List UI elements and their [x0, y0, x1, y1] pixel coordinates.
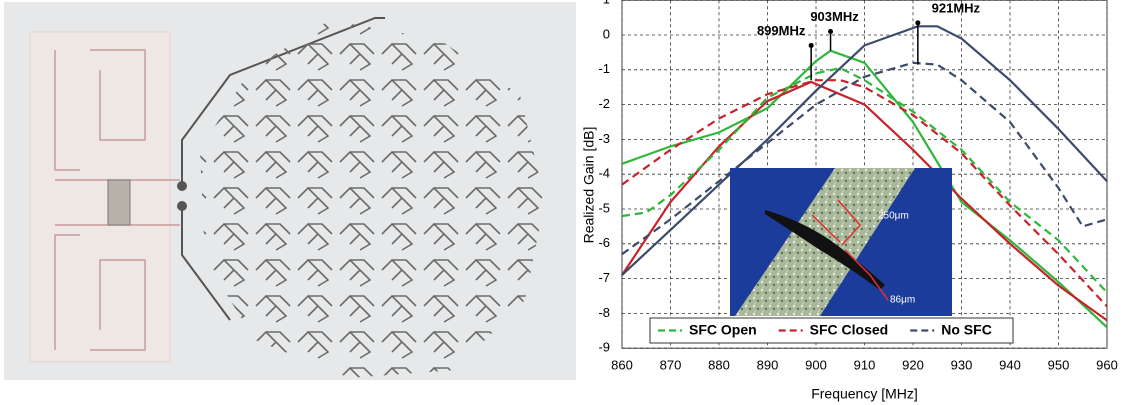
- x-tick-label: 920: [902, 358, 924, 373]
- legend-label: No SFC: [941, 322, 992, 338]
- y-tick-label: -3: [598, 131, 610, 146]
- y-tick-label: -6: [598, 235, 610, 250]
- x-tick-label: 910: [854, 358, 876, 373]
- annotation-dot: [828, 29, 833, 34]
- x-tick-label: 930: [951, 358, 973, 373]
- figure: 860 870 880 890 900 910 920 930 940 950 960 -9 -8 -7 -…: [0, 0, 1134, 405]
- x-tick-label: 900: [805, 358, 827, 373]
- y-tick-label: 1: [603, 0, 610, 7]
- legend-label: SFC Closed: [810, 322, 889, 338]
- y-tick-label: -4: [598, 166, 610, 181]
- y-tick-label: 0: [603, 26, 610, 41]
- inset-label: 250μm: [878, 211, 909, 222]
- x-tick-label: 880: [708, 358, 730, 373]
- y-axis-label: Realized Gain [dB]: [581, 127, 597, 244]
- inset-label: 86μm: [890, 295, 915, 306]
- x-tick-label: 870: [660, 358, 682, 373]
- y-tick-label: -7: [598, 270, 610, 285]
- x-axis-label: Frequency [MHz]: [811, 386, 918, 402]
- annotation-label: 921MHz: [932, 0, 981, 15]
- annotation-label: 899MHz: [757, 23, 806, 38]
- y-tick-label: -2: [598, 96, 610, 111]
- x-tick-label: 960: [1096, 358, 1118, 373]
- y-tick-label: -9: [598, 340, 610, 355]
- inset-image: [730, 168, 952, 316]
- annotation-label: 903MHz: [810, 9, 859, 24]
- y-tick-label: -1: [598, 61, 610, 76]
- legend-label: SFC Open: [689, 322, 757, 338]
- x-tick-label: 940: [999, 358, 1021, 373]
- antenna-photo: [4, 2, 576, 380]
- x-tick-label: 950: [1048, 358, 1070, 373]
- chart: 860 870 880 890 900 910 920 930 940 950 960 -9 -8 -7 -…: [581, 0, 1118, 402]
- y-tick-label: -5: [598, 200, 610, 215]
- x-tick-label: 860: [611, 358, 633, 373]
- x-tick-label: 890: [757, 358, 779, 373]
- annotation-dot: [809, 43, 814, 48]
- annotation-dot: [915, 20, 920, 25]
- y-tick-label: -8: [598, 305, 610, 320]
